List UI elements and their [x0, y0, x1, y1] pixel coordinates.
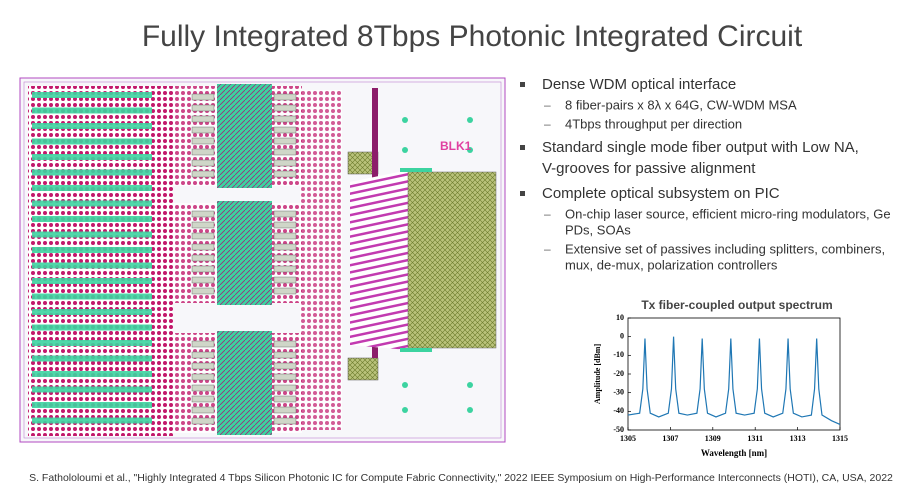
- bullet-marker: [520, 82, 525, 87]
- sub-bullet-text: mux, de-mux, polarization controllers: [565, 257, 778, 272]
- chip-layout: BLK1: [19, 77, 506, 443]
- spectrum-line: [627, 336, 841, 425]
- chart-title: Tx fiber-coupled output spectrum: [641, 298, 832, 312]
- x-tick-label: 1309: [705, 434, 721, 443]
- sub-bullet-text: 4Tbps throughput per direction: [565, 116, 742, 131]
- y-tick-label: -20: [613, 369, 624, 378]
- bullet-text: Dense WDM optical interface: [542, 76, 736, 93]
- sub-bullet-dash: –: [544, 117, 551, 131]
- bullet-text: Complete optical subsystem on PIC: [542, 185, 780, 202]
- slide-title: Fully Integrated 8Tbps Photonic Integrat…: [142, 20, 803, 53]
- x-tick-label: 1311: [747, 434, 763, 443]
- sub-bullet-dash: –: [544, 207, 551, 221]
- spectrum-chart: Tx fiber-coupled output spectrum Wavelen…: [578, 296, 858, 464]
- y-tick-label: 0: [620, 331, 624, 340]
- bullet-marker: [520, 191, 525, 196]
- y-tick-label: -40: [613, 406, 624, 415]
- bullet-text: V-grooves for passive alignment: [542, 160, 756, 177]
- chart-background: [578, 296, 858, 464]
- sub-bullet-text: On-chip laser source, efficient micro-ri…: [565, 206, 891, 221]
- bullet-text: Standard single mode fiber output with L…: [542, 139, 859, 156]
- footer-citation: S. Fathololoumi et al., "Highly Integrat…: [29, 472, 893, 484]
- y-tick-label: -10: [613, 350, 624, 359]
- x-axis-label: Wavelength [nm]: [701, 448, 767, 458]
- x-tick-label: 1307: [662, 434, 678, 443]
- sub-bullet-text: Extensive set of passives including spli…: [565, 241, 885, 256]
- sub-bullet-dash: –: [544, 98, 551, 112]
- y-axis-label: Amplitude [dBm]: [593, 344, 602, 405]
- x-tick-label: 1315: [832, 434, 848, 443]
- y-tick-label: -50: [613, 425, 624, 434]
- sub-bullet-dash: –: [544, 242, 551, 256]
- y-tick-label: 10: [616, 313, 624, 322]
- x-tick-label: 1305: [620, 434, 636, 443]
- y-tick-label: -30: [613, 387, 624, 396]
- bullet-marker: [520, 145, 525, 150]
- x-tick-label: 1313: [790, 434, 806, 443]
- bullet-list: Dense WDM optical interface– 8 fiber-pair…: [520, 76, 891, 272]
- layout-label: BLK1: [440, 139, 472, 153]
- sub-bullet-text: PDs, SOAs: [565, 222, 631, 237]
- sub-bullet-text: 8 fiber-pairs x 8λ x 64G, CW-WDM MSA: [565, 97, 797, 112]
